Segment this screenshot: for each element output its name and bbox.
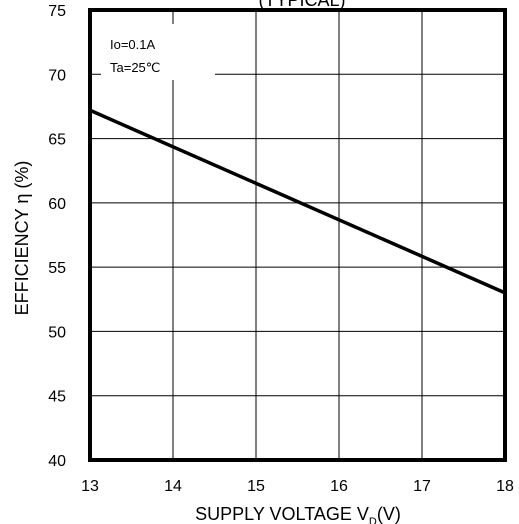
x-axis-title-main: SUPPLY VOLTAGE V — [195, 504, 369, 524]
annotation-box-background — [101, 24, 215, 80]
annotation-temperature: Ta=25℃ — [110, 60, 160, 75]
y-tick-label: 50 — [48, 324, 66, 341]
plot-frame — [88, 8, 507, 462]
x-tick-label: 13 — [81, 478, 99, 495]
y-tick-label: 45 — [48, 389, 66, 406]
annotation-current: Io=0.1A — [110, 37, 156, 52]
y-tick-label: 65 — [48, 132, 66, 149]
y-tick-label: 70 — [48, 67, 66, 84]
y-tick-label: 60 — [48, 196, 66, 213]
x-axis-title-unit: (V) — [377, 504, 401, 524]
y-tick-label: 40 — [48, 453, 66, 470]
tick-labels: 13 14 15 16 17 18 40 45 50 55 60 65 70 75 — [48, 3, 514, 495]
x-tick-label: 15 — [247, 478, 265, 495]
annotation-box: Io=0.1A Ta=25℃ — [101, 24, 215, 80]
x-tick-label: 16 — [330, 478, 348, 495]
x-tick-label: 17 — [413, 478, 431, 495]
y-tick-label: 75 — [48, 3, 66, 20]
chart-title: (TYPICAL) — [258, 0, 345, 10]
x-tick-label: 14 — [164, 478, 182, 495]
data-series — [89, 108, 506, 295]
x-tick-label: 18 — [496, 478, 514, 495]
x-axis-title: SUPPLY VOLTAGE VD(V) — [195, 504, 401, 524]
y-axis-title: EFFICIENCY η (%) — [12, 161, 32, 316]
y-tick-label: 55 — [48, 260, 66, 277]
efficiency-series-line — [89, 108, 506, 295]
grid-lines — [90, 10, 505, 460]
x-axis-title-subscript: D — [369, 516, 377, 524]
